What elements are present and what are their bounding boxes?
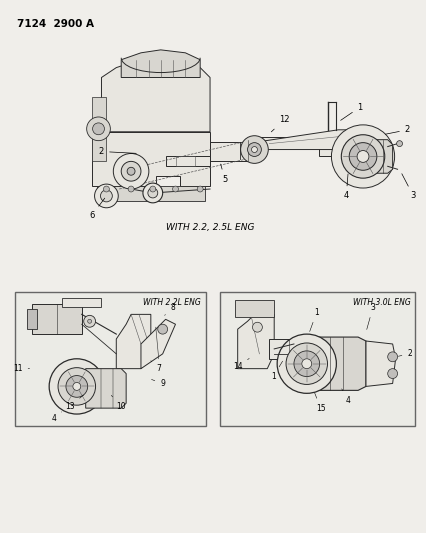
- Circle shape: [147, 188, 157, 198]
- Circle shape: [387, 369, 397, 378]
- Circle shape: [66, 376, 87, 397]
- Polygon shape: [165, 157, 210, 166]
- Polygon shape: [96, 186, 204, 201]
- Circle shape: [49, 359, 104, 414]
- Text: 7124  2900 A: 7124 2900 A: [17, 19, 93, 29]
- Circle shape: [157, 324, 167, 334]
- Circle shape: [356, 150, 368, 163]
- Circle shape: [87, 319, 92, 323]
- Circle shape: [276, 334, 336, 393]
- Polygon shape: [121, 50, 200, 77]
- Text: 4: 4: [341, 389, 350, 405]
- Text: 2: 2: [99, 147, 136, 156]
- Circle shape: [128, 186, 134, 192]
- Circle shape: [143, 183, 162, 203]
- Circle shape: [240, 136, 268, 163]
- Circle shape: [58, 368, 95, 405]
- Text: 3: 3: [366, 303, 374, 329]
- Circle shape: [103, 186, 109, 192]
- Polygon shape: [269, 339, 308, 359]
- Circle shape: [247, 143, 261, 157]
- Text: 6: 6: [89, 198, 104, 220]
- Circle shape: [150, 186, 155, 192]
- Bar: [219, 292, 414, 426]
- Polygon shape: [116, 314, 150, 369]
- Circle shape: [100, 190, 112, 202]
- Text: 8: 8: [164, 303, 175, 316]
- Circle shape: [348, 143, 376, 170]
- Circle shape: [285, 343, 327, 384]
- Text: 14: 14: [232, 358, 249, 371]
- Circle shape: [396, 141, 402, 147]
- Polygon shape: [62, 297, 101, 308]
- Polygon shape: [259, 130, 377, 150]
- Circle shape: [127, 167, 135, 175]
- Polygon shape: [372, 140, 392, 173]
- Polygon shape: [141, 319, 175, 369]
- Text: WITH 2.2L ENG: WITH 2.2L ENG: [143, 297, 201, 306]
- Circle shape: [251, 147, 257, 152]
- Circle shape: [301, 359, 311, 369]
- Polygon shape: [92, 97, 106, 161]
- Text: 9: 9: [151, 379, 165, 388]
- Text: 7: 7: [150, 361, 161, 373]
- Circle shape: [121, 161, 141, 181]
- Circle shape: [86, 117, 110, 141]
- Polygon shape: [365, 341, 394, 386]
- Polygon shape: [234, 300, 273, 317]
- Text: 5: 5: [220, 164, 227, 184]
- Polygon shape: [32, 304, 81, 334]
- Polygon shape: [101, 60, 210, 132]
- Text: 1: 1: [309, 308, 318, 332]
- Text: 15: 15: [314, 393, 325, 413]
- Circle shape: [92, 123, 104, 135]
- Circle shape: [172, 186, 178, 192]
- Circle shape: [73, 383, 81, 390]
- Text: WITH 2.2, 2.5L ENG: WITH 2.2, 2.5L ENG: [165, 223, 254, 231]
- Circle shape: [113, 154, 149, 189]
- Circle shape: [387, 352, 397, 362]
- Polygon shape: [210, 136, 337, 161]
- Text: 10: 10: [111, 395, 126, 410]
- Text: WITH 3.0L ENG: WITH 3.0L ENG: [352, 297, 409, 306]
- Text: 2: 2: [397, 349, 411, 358]
- Text: 13: 13: [65, 395, 83, 410]
- Circle shape: [252, 322, 262, 332]
- Circle shape: [340, 135, 384, 178]
- Polygon shape: [237, 314, 273, 369]
- Text: 2: 2: [385, 125, 409, 134]
- Polygon shape: [92, 132, 210, 186]
- Text: 4: 4: [343, 174, 348, 200]
- Circle shape: [83, 316, 95, 327]
- Bar: [14, 292, 206, 426]
- Text: 4: 4: [52, 412, 62, 423]
- Polygon shape: [316, 337, 365, 390]
- Text: 3: 3: [401, 174, 415, 200]
- Circle shape: [94, 184, 118, 208]
- Circle shape: [293, 351, 319, 376]
- Circle shape: [331, 125, 394, 188]
- Text: 11: 11: [13, 364, 29, 373]
- Text: 1: 1: [340, 102, 362, 120]
- Text: 1: 1: [270, 361, 282, 381]
- Polygon shape: [27, 310, 37, 329]
- Circle shape: [197, 186, 203, 192]
- Polygon shape: [86, 369, 126, 408]
- Text: 12: 12: [271, 116, 289, 132]
